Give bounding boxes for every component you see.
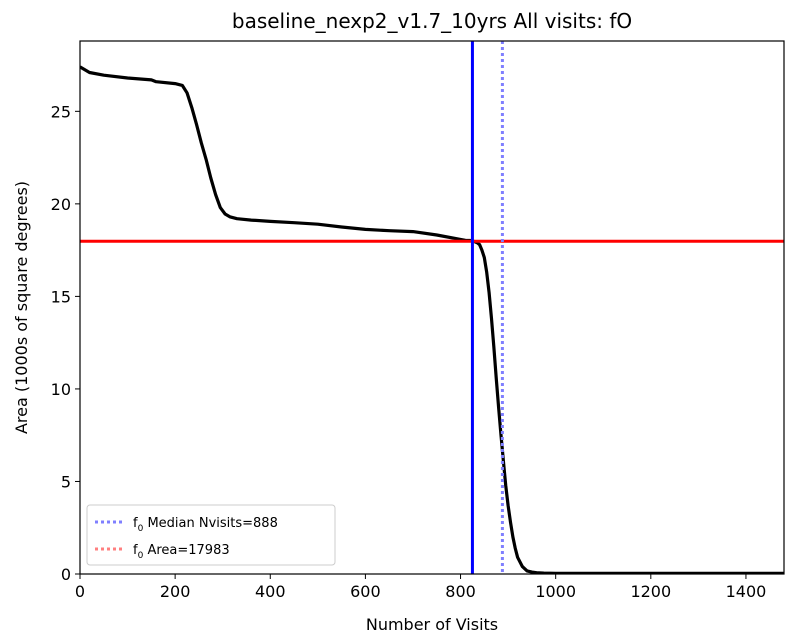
- y-tick-label: 0: [61, 565, 71, 584]
- x-axis-label: Number of Visits: [366, 615, 498, 634]
- x-tick-label: 1200: [630, 582, 671, 601]
- x-tick-label: 0: [75, 582, 85, 601]
- x-tick-label: 600: [350, 582, 381, 601]
- y-tick-label: 5: [61, 472, 71, 491]
- legend-entry: f0 Median Nvisits=888: [133, 516, 278, 534]
- x-tick-label: 400: [255, 582, 286, 601]
- x-tick-label: 1000: [535, 582, 576, 601]
- series-line-0: [80, 65, 784, 574]
- y-axis-label: Area (1000s of square degrees): [12, 181, 31, 434]
- legend-entry: f0 Area=17983: [133, 543, 230, 561]
- chart-title: baseline_nexp2_v1.7_10yrs All visits: fO: [232, 9, 632, 33]
- x-tick-label: 1400: [726, 582, 767, 601]
- x-axis: 0 200 400 600 800 1000 1200 1400: [75, 574, 766, 601]
- plot-frame: [79, 40, 785, 575]
- y-axis: 0 5 10 15 20 25: [51, 102, 80, 584]
- x-tick-label: 200: [160, 582, 191, 601]
- legend: f0 Median Nvisits=888 f0 Area=17983: [86, 504, 336, 566]
- y-tick-label: 10: [51, 380, 71, 399]
- legend-box: [86, 504, 336, 566]
- plot-area: [80, 41, 784, 574]
- x-tick-label: 800: [445, 582, 476, 601]
- y-tick-label: 20: [51, 195, 71, 214]
- y-tick-label: 25: [51, 102, 71, 121]
- y-tick-label: 15: [51, 287, 71, 306]
